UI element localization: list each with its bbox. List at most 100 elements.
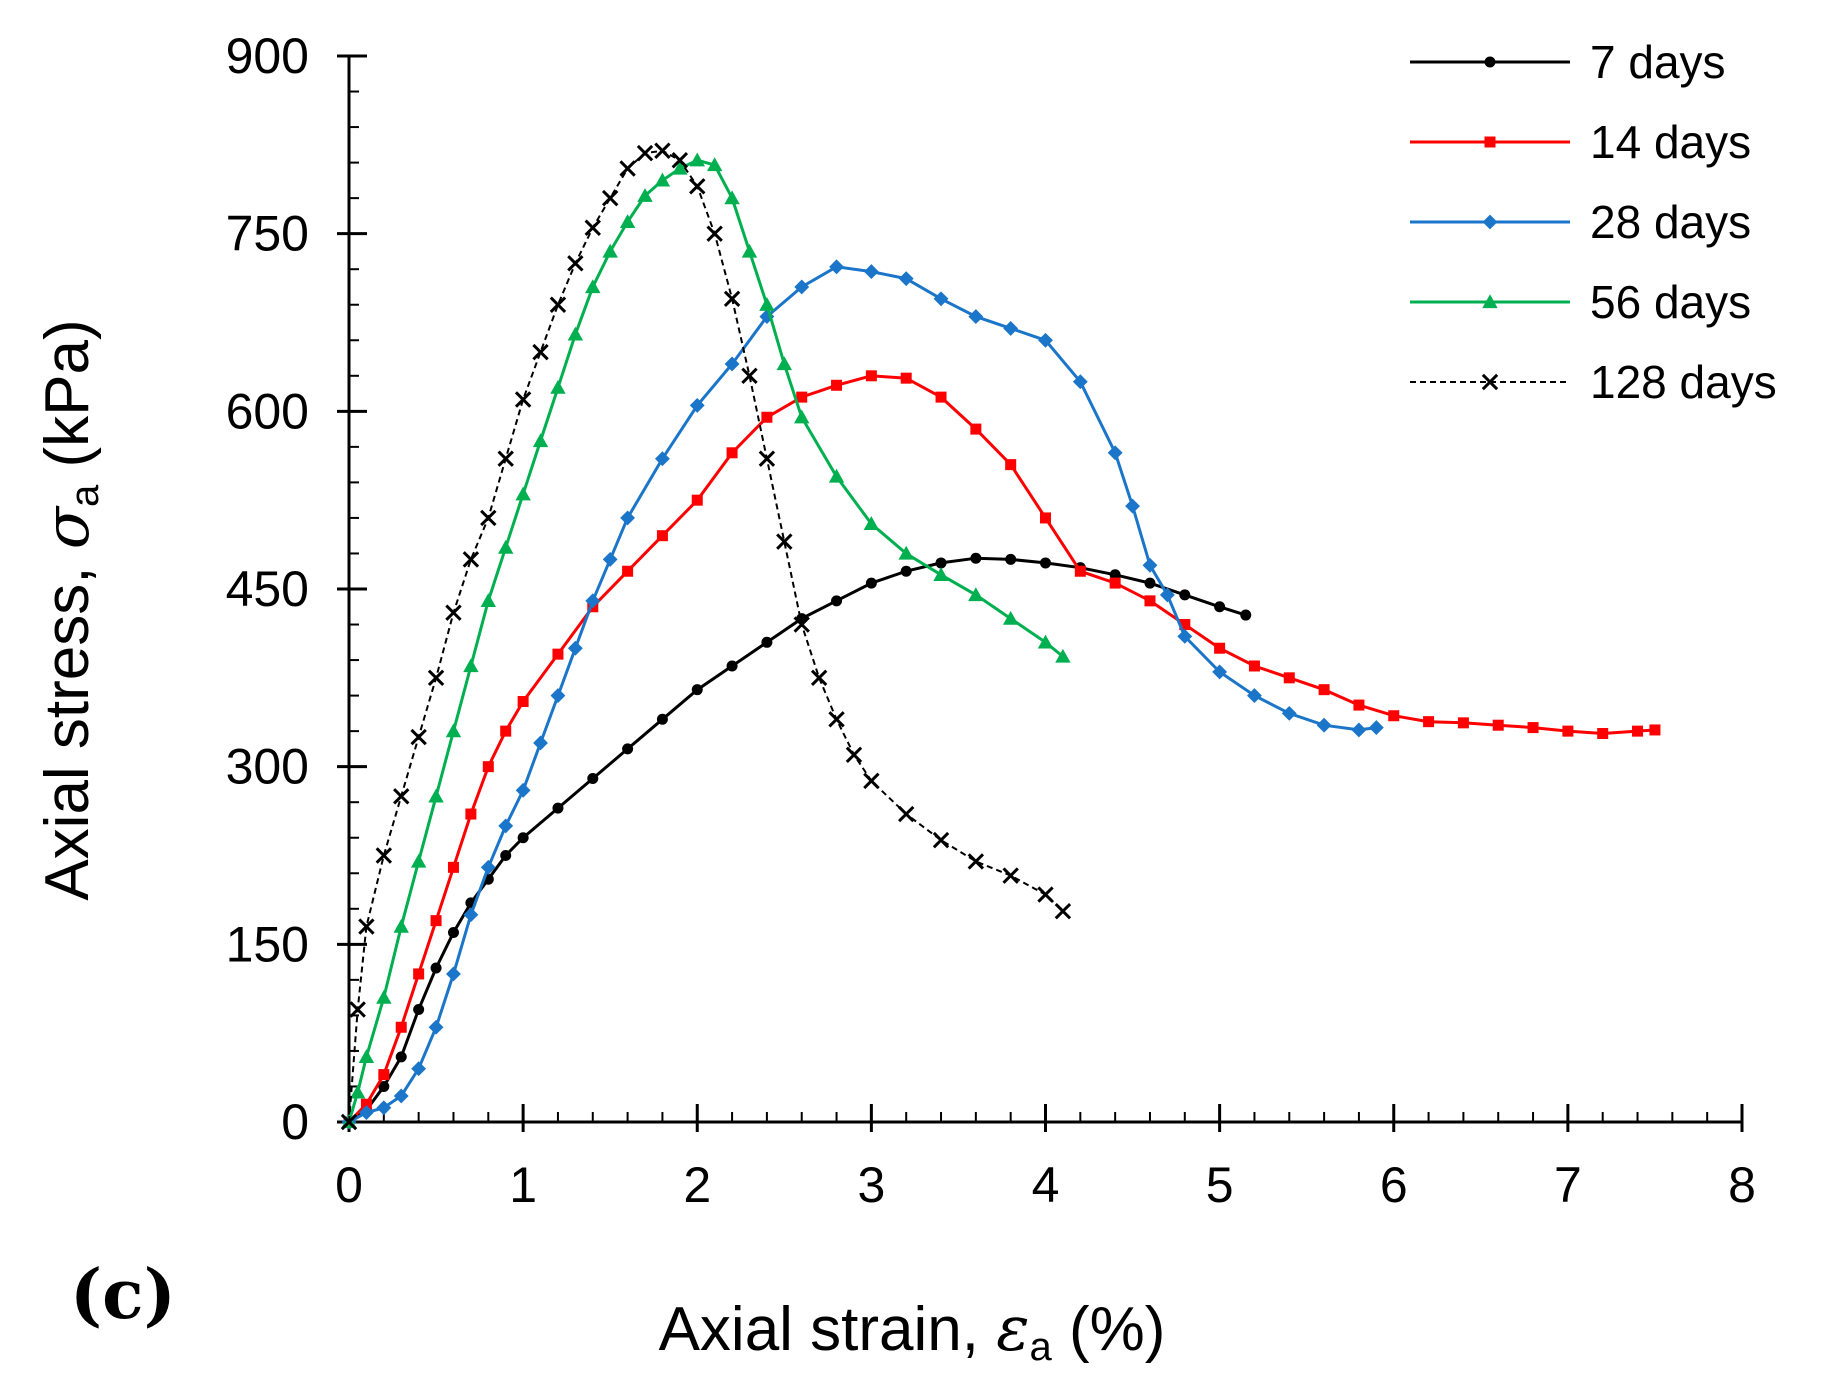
data-point — [1144, 577, 1156, 589]
data-point — [498, 539, 514, 554]
data-point — [828, 711, 845, 728]
series-128-days — [340, 142, 1072, 1131]
legend-label: 14 days — [1590, 116, 1751, 168]
data-point — [567, 326, 584, 341]
data-point — [793, 616, 810, 633]
data-point — [447, 861, 459, 873]
data-point — [655, 451, 670, 467]
data-point — [1316, 717, 1332, 733]
data-point — [552, 648, 564, 660]
data-point — [447, 926, 459, 938]
data-point — [1037, 634, 1054, 649]
data-point — [1212, 664, 1228, 680]
data-point — [1109, 577, 1121, 589]
data-point — [776, 356, 793, 371]
data-point — [724, 190, 740, 205]
data-point — [514, 391, 532, 408]
series-line — [348, 556, 1247, 1124]
data-point — [393, 918, 409, 933]
data-point — [829, 259, 844, 275]
x-tick-label: 8 — [1728, 1157, 1756, 1213]
data-point — [393, 788, 410, 805]
data-point — [427, 669, 445, 687]
data-point — [500, 725, 512, 737]
data-point — [741, 243, 758, 258]
data-point — [619, 160, 636, 177]
data-point — [1527, 722, 1539, 734]
data-point — [1388, 710, 1400, 722]
legend-entry: 56 days — [1410, 276, 1751, 328]
legend-marker — [1482, 294, 1498, 309]
data-point — [462, 551, 480, 568]
data-point — [831, 595, 843, 607]
data-point — [706, 225, 723, 242]
data-point — [358, 1105, 374, 1120]
data-point — [726, 447, 738, 459]
data-point — [689, 397, 705, 413]
x-tick-label: 3 — [857, 1157, 885, 1213]
data-point — [376, 1100, 392, 1116]
data-point — [1002, 867, 1019, 884]
data-point — [463, 658, 479, 673]
data-point — [932, 831, 950, 849]
data-point — [1002, 610, 1019, 625]
data-point — [637, 188, 653, 202]
legend-label: 128 days — [1590, 356, 1777, 408]
series-line — [347, 374, 1656, 1124]
data-point — [552, 802, 564, 814]
data-point — [654, 142, 671, 159]
data-point — [1423, 716, 1435, 728]
data-point — [970, 552, 982, 564]
data-point — [1214, 601, 1226, 613]
data-point — [1125, 498, 1140, 514]
y-tick-label: 600 — [226, 383, 309, 439]
x-tick-label: 7 — [1554, 1157, 1582, 1213]
y-tick-label: 900 — [226, 28, 309, 84]
data-point — [691, 684, 703, 696]
data-point — [968, 309, 984, 325]
data-point — [428, 788, 444, 803]
series-14-days — [343, 370, 1661, 1128]
data-point — [480, 593, 496, 608]
legend-entry: 28 days — [1410, 196, 1751, 248]
data-point — [413, 1003, 425, 1015]
data-point — [1368, 720, 1384, 736]
legend-entry: 7 days — [1410, 36, 1726, 88]
data-point — [1038, 332, 1053, 348]
data-point — [1248, 660, 1260, 672]
data-point — [1281, 705, 1297, 721]
data-point — [376, 989, 392, 1004]
data-point — [550, 688, 566, 704]
data-point — [935, 557, 947, 569]
data-point — [672, 160, 688, 175]
data-point — [622, 743, 634, 755]
axes: 0 150 300 450 600 750 900 0 1 2 3 4 5 6 7 8 — [226, 28, 1756, 1213]
data-point — [549, 296, 567, 313]
data-point — [446, 966, 461, 982]
data-point — [935, 391, 947, 403]
x-tick-label: 5 — [1206, 1157, 1234, 1213]
legend-marker — [1484, 56, 1496, 68]
data-point — [1142, 557, 1158, 573]
y-axis-title: Axial stress, σa (kPa) — [30, 319, 107, 900]
data-point — [1632, 725, 1644, 737]
data-point — [810, 669, 828, 687]
data-point — [619, 214, 636, 228]
data-point — [1003, 320, 1019, 336]
data-point — [1492, 719, 1504, 731]
data-point — [671, 152, 689, 169]
data-point — [517, 832, 529, 844]
data-point — [497, 450, 514, 467]
y-tick-label: 300 — [226, 739, 309, 795]
data-point — [706, 157, 723, 172]
data-point — [620, 510, 636, 526]
data-point — [1109, 569, 1121, 581]
data-point — [428, 1019, 444, 1035]
data-point — [567, 255, 584, 272]
y-tick-label: 0 — [281, 1094, 309, 1150]
data-point — [395, 1021, 407, 1033]
x-tick-label: 6 — [1380, 1157, 1408, 1213]
data-point — [1040, 512, 1051, 524]
data-point — [1247, 688, 1262, 704]
data-point — [602, 551, 618, 567]
